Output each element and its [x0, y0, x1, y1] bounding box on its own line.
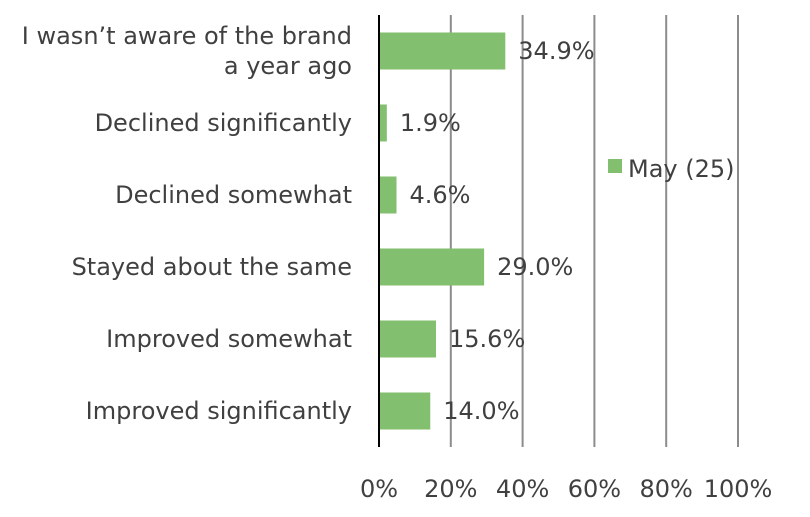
- x-tick-label: 40%: [496, 475, 549, 503]
- data-label: 29.0%: [497, 253, 573, 281]
- bars: [380, 32, 506, 430]
- x-tick-label: 60%: [568, 475, 621, 503]
- x-axis-ticks: 0% 20% 40% 60% 80% 100%: [360, 475, 772, 503]
- data-label: 34.9%: [518, 37, 594, 65]
- legend: May (25): [608, 155, 735, 183]
- legend-swatch: [608, 159, 622, 173]
- data-label: 1.9%: [400, 109, 461, 137]
- gridlines: [449, 15, 739, 447]
- x-tick-label: 100%: [704, 475, 773, 503]
- bar: [380, 320, 437, 358]
- category-label: Declined significantly: [95, 109, 352, 137]
- bar: [380, 392, 431, 430]
- data-label: 14.0%: [443, 397, 519, 425]
- bar: [380, 104, 387, 142]
- legend-label: May (25): [628, 155, 735, 183]
- category-label: I wasn’t aware of the brand: [22, 22, 352, 50]
- x-tick-label: 0%: [360, 475, 398, 503]
- data-label: 4.6%: [410, 181, 471, 209]
- category-label: a year ago: [224, 52, 352, 80]
- x-tick-label: 80%: [640, 475, 693, 503]
- category-label: Stayed about the same: [72, 253, 352, 281]
- bar: [380, 176, 397, 214]
- x-tick-label: 20%: [424, 475, 477, 503]
- bar: [380, 248, 485, 286]
- category-label: Declined somewhat: [115, 181, 352, 209]
- bar: [380, 32, 506, 70]
- data-label: 15.6%: [449, 325, 525, 353]
- data-labels: 34.9% 1.9% 4.6% 29.0% 15.6% 14.0%: [400, 37, 595, 425]
- category-label: Improved somewhat: [106, 325, 352, 353]
- category-label: Improved significantly: [86, 397, 352, 425]
